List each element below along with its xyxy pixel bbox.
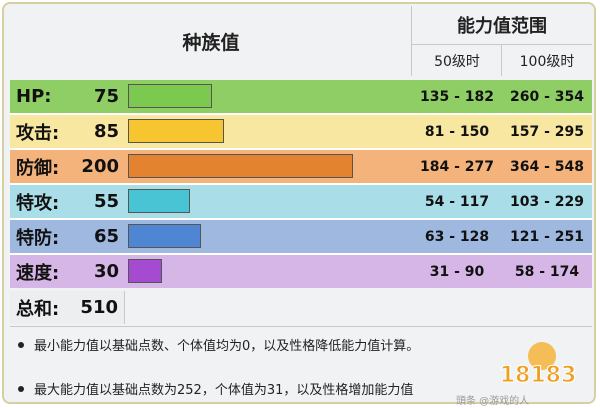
watermark-sun-icon bbox=[528, 342, 556, 370]
stat-bar bbox=[128, 224, 201, 248]
note-max-text: 最大能力值以基础点数为252，个体值为31，以及性格增加能力值 bbox=[34, 383, 414, 398]
header-subdivider bbox=[501, 45, 502, 76]
row-separator bbox=[10, 218, 592, 220]
total-row: 总和: 510 bbox=[10, 291, 592, 324]
stat-bar-track bbox=[125, 220, 412, 253]
total-value: 510 bbox=[80, 297, 118, 318]
stat-bar-track bbox=[125, 80, 412, 113]
range-lv100: 157 - 295 bbox=[509, 123, 584, 140]
stat-value: 85 bbox=[93, 121, 119, 142]
stat-label: 速度: 30 bbox=[10, 255, 125, 288]
stat-name: 速度: bbox=[16, 262, 60, 284]
note-min: 最小能力值以基础点数、个体值均为0，以及性格降低能力值计算。 bbox=[18, 335, 419, 354]
range-lv50: 63 - 128 bbox=[424, 228, 490, 245]
stat-bar bbox=[128, 119, 224, 143]
notes-section: 最小能力值以基础点数、个体值均为0，以及性格降低能力值计算。 最大能力值以基础点… bbox=[10, 326, 592, 402]
note-max: 最大能力值以基础点数为252，个体值为31，以及性格增加能力值 bbox=[18, 379, 413, 398]
stat-bar bbox=[128, 154, 353, 178]
stat-value: 55 bbox=[93, 191, 119, 212]
stat-label: HP: 75 bbox=[10, 80, 125, 113]
row-separator bbox=[10, 253, 592, 255]
total-label: 总和: 510 bbox=[10, 291, 125, 324]
stat-bar-track bbox=[125, 150, 412, 183]
row-separator bbox=[10, 113, 592, 115]
stat-row: HP: 75 135 - 182 260 - 354 bbox=[10, 80, 592, 113]
stat-row: 速度: 30 31 - 90 58 - 174 bbox=[10, 255, 592, 288]
range-lv100: 121 - 251 bbox=[509, 228, 584, 245]
stat-bar bbox=[128, 189, 190, 213]
range-lv100: 58 - 174 bbox=[514, 263, 580, 280]
stat-range-header: 能力值范围 bbox=[412, 6, 592, 45]
watermark-logo-text: 18183 bbox=[500, 363, 577, 388]
stat-bar-track bbox=[125, 185, 412, 218]
range-lv50: 54 - 117 bbox=[424, 193, 490, 210]
stat-row: 攻击: 85 81 - 150 157 - 295 bbox=[10, 115, 592, 148]
bullet-icon bbox=[18, 385, 24, 392]
stat-row: 防御: 200 184 - 277 364 - 548 bbox=[10, 150, 592, 183]
row-separator bbox=[10, 183, 592, 185]
row-separator bbox=[10, 148, 592, 150]
base-stats-header: 种族值 bbox=[182, 31, 240, 54]
range-lv50: 31 - 90 bbox=[429, 263, 485, 280]
note-min-text: 最小能力值以基础点数、个体值均为0，以及性格降低能力值计算。 bbox=[34, 339, 420, 354]
stat-name: 攻击: bbox=[16, 122, 60, 144]
level-50-header: 50级时 bbox=[434, 53, 480, 70]
range-lv100: 103 - 229 bbox=[509, 193, 584, 210]
stat-value: 65 bbox=[93, 226, 119, 247]
range-lv50: 135 - 182 bbox=[419, 88, 494, 105]
bullet-icon bbox=[18, 341, 24, 348]
stats-table: 种族值 能力值范围 50级时 100级时 HP: 75 135 - 182 260 -… bbox=[2, 2, 596, 404]
range-lv50: 81 - 150 bbox=[424, 123, 490, 140]
header-divider bbox=[411, 6, 412, 76]
total-name: 总和: bbox=[16, 298, 60, 320]
stat-label: 特攻: 55 bbox=[10, 185, 125, 218]
stat-value: 200 bbox=[81, 156, 119, 177]
stat-name: HP: bbox=[16, 86, 52, 107]
stat-bar bbox=[128, 259, 162, 283]
stat-row: 特攻: 55 54 - 117 103 - 229 bbox=[10, 185, 592, 218]
stat-row: 特防: 65 63 - 128 121 - 251 bbox=[10, 220, 592, 253]
stat-label: 防御: 200 bbox=[10, 150, 125, 183]
range-lv50: 184 - 277 bbox=[419, 158, 494, 175]
range-lv100: 364 - 548 bbox=[509, 158, 584, 175]
stat-name: 防御: bbox=[16, 157, 60, 179]
watermark-caption: 頭条 @游戏的人 bbox=[456, 396, 530, 407]
stat-name: 特防: bbox=[16, 227, 60, 249]
level-100-header: 100级时 bbox=[519, 53, 575, 70]
stat-name: 特攻: bbox=[16, 192, 60, 214]
range-lv100: 260 - 354 bbox=[509, 88, 584, 105]
stat-bar-track bbox=[125, 115, 412, 148]
stat-bar bbox=[128, 84, 212, 108]
stat-bar-track bbox=[125, 255, 412, 288]
watermark-logo: 18183 bbox=[499, 342, 577, 389]
stat-value: 30 bbox=[93, 261, 119, 282]
stat-label: 攻击: 85 bbox=[10, 115, 125, 148]
stat-label: 特防: 65 bbox=[10, 220, 125, 253]
stat-value: 75 bbox=[93, 86, 119, 107]
